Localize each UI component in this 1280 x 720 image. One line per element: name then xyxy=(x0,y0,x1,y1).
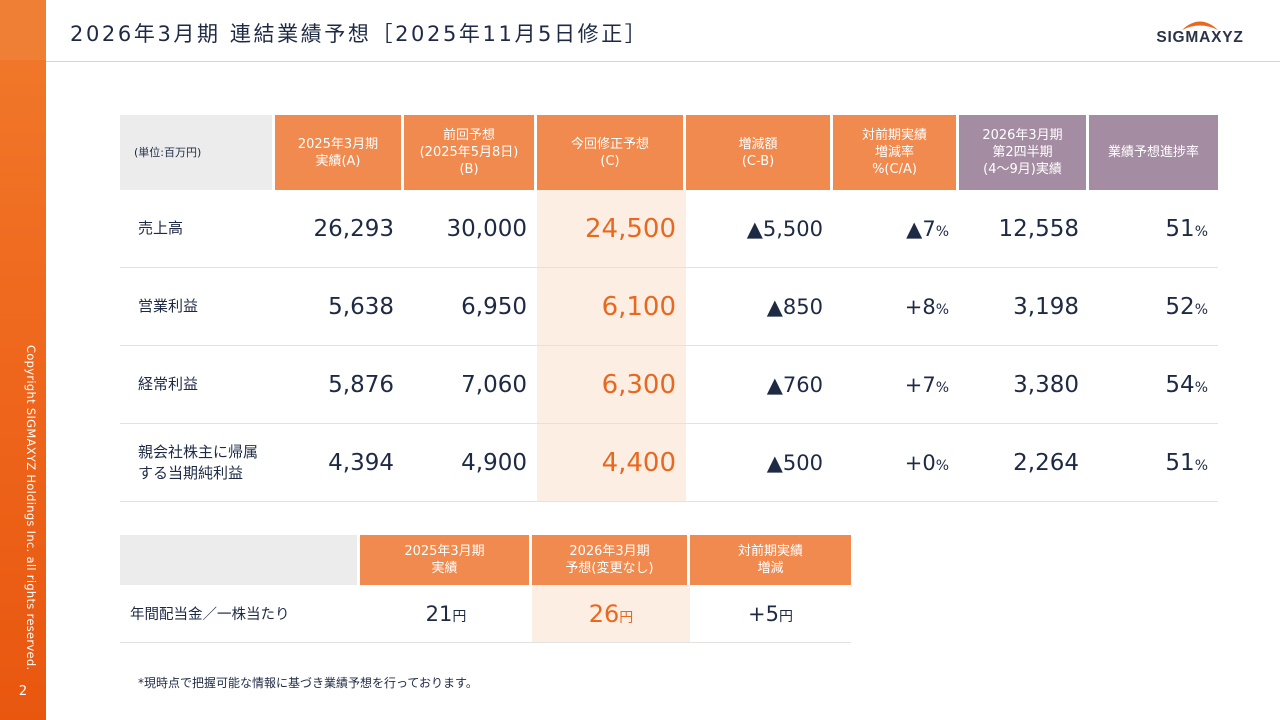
row-label: 営業利益 xyxy=(120,268,275,346)
cell-rate: +8% xyxy=(833,268,959,346)
header-previous-forecast: 前回予想 (2025年5月8日) (B) xyxy=(404,115,537,190)
cell-actual: 4,394 xyxy=(275,424,404,502)
dividend-change: +5円 xyxy=(690,585,851,643)
cell-rate: +7% xyxy=(833,346,959,424)
logo-arc-icon xyxy=(1182,21,1218,30)
cell-actual: 5,638 xyxy=(275,268,404,346)
cell-revised: 24,500 xyxy=(537,190,686,268)
dividend-actual: 21円 xyxy=(360,585,532,643)
dividend-header-forecast: 2026年3月期 予想(変更なし) xyxy=(532,535,690,585)
cell-progress: 51% xyxy=(1089,424,1218,502)
table-row: 年間配当金／一株当たり 21円 26円 +5円 xyxy=(120,585,851,643)
cell-previous: 30,000 xyxy=(404,190,537,268)
cell-rate: +0% xyxy=(833,424,959,502)
cell-previous: 4,900 xyxy=(404,424,537,502)
dividend-header-actual: 2025年3月期 実績 xyxy=(360,535,532,585)
cell-q2: 2,264 xyxy=(959,424,1089,502)
forecast-table: (単位:百万円) 2025年3月期 実績(A) 前回予想 (2025年5月8日) (B… xyxy=(120,115,1218,502)
cell-revised: 6,100 xyxy=(537,268,686,346)
header-progress-rate: 業績予想進捗率 xyxy=(1089,115,1218,190)
row-label: 経常利益 xyxy=(120,346,275,424)
cell-revised: 6,300 xyxy=(537,346,686,424)
page-title: 2026年3月期 連結業績予想［2025年11月5日修正］ xyxy=(70,22,649,46)
page-number: 2 xyxy=(18,684,28,699)
row-label: 親会社株主に帰属 する当期純利益 xyxy=(120,424,275,502)
cell-rate: ▲7% xyxy=(833,190,959,268)
logo-text: SIGMAXYZ xyxy=(1156,29,1244,46)
dividend-header-row: 2025年3月期 実績 2026年3月期 予想(変更なし) 対前期実績 増減 xyxy=(120,535,851,585)
title-divider xyxy=(46,61,1280,62)
cell-actual: 5,876 xyxy=(275,346,404,424)
table-row: 売上高 26,293 30,000 24,500 ▲5,500 ▲7% 12,5… xyxy=(120,190,1218,268)
cell-progress: 52% xyxy=(1089,268,1218,346)
header-revised-forecast: 今回修正予想 (C) xyxy=(537,115,686,190)
sidebar-top-block xyxy=(0,0,46,60)
cell-actual: 26,293 xyxy=(275,190,404,268)
header-change-amount: 増減額 (C-B) xyxy=(686,115,833,190)
dividend-header-blank xyxy=(120,535,360,585)
cell-previous: 7,060 xyxy=(404,346,537,424)
cell-q2: 3,380 xyxy=(959,346,1089,424)
cell-progress: 54% xyxy=(1089,346,1218,424)
cell-revised: 4,400 xyxy=(537,424,686,502)
header-actual-a: 2025年3月期 実績(A) xyxy=(275,115,404,190)
dividend-forecast: 26円 xyxy=(532,585,690,643)
cell-q2: 3,198 xyxy=(959,268,1089,346)
table-row: 営業利益 5,638 6,950 6,100 ▲850 +8% 3,198 52… xyxy=(120,268,1218,346)
row-label: 売上高 xyxy=(120,190,275,268)
footnote: *現時点で把握可能な情報に基づき業績予想を行っております。 xyxy=(138,676,478,690)
dividend-header-change: 対前期実績 増減 xyxy=(690,535,851,585)
dividend-table: 2025年3月期 実績 2026年3月期 予想(変更なし) 対前期実績 増減 年間配当… xyxy=(120,535,851,643)
cell-diff: ▲500 xyxy=(686,424,833,502)
company-logo: SIGMAXYZ xyxy=(1142,17,1258,47)
cell-diff: ▲5,500 xyxy=(686,190,833,268)
cell-diff: ▲760 xyxy=(686,346,833,424)
forecast-header-row: (単位:百万円) 2025年3月期 実績(A) 前回予想 (2025年5月8日) (B… xyxy=(120,115,1218,190)
cell-q2: 12,558 xyxy=(959,190,1089,268)
table-row: 経常利益 5,876 7,060 6,300 ▲760 +7% 3,380 54… xyxy=(120,346,1218,424)
table-row: 親会社株主に帰属 する当期純利益 4,394 4,900 4,400 ▲500 +… xyxy=(120,424,1218,502)
sidebar-band xyxy=(0,0,46,720)
copyright-text: Copyright SIGMAXYZ Holdings Inc. all rig… xyxy=(24,345,38,671)
header-q2-actual: 2026年3月期 第2四半期 (4〜9月)実績 xyxy=(959,115,1089,190)
header-change-rate: 対前期実績 増減率 %(C/A) xyxy=(833,115,959,190)
cell-progress: 51% xyxy=(1089,190,1218,268)
dividend-label: 年間配当金／一株当たり xyxy=(120,585,360,643)
cell-previous: 6,950 xyxy=(404,268,537,346)
cell-diff: ▲850 xyxy=(686,268,833,346)
unit-label: (単位:百万円) xyxy=(120,115,275,190)
